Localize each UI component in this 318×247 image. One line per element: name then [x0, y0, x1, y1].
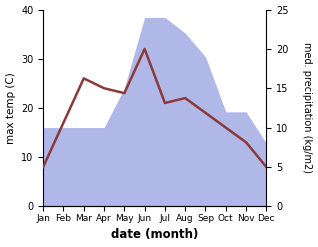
- Y-axis label: med. precipitation (kg/m2): med. precipitation (kg/m2): [302, 42, 313, 173]
- X-axis label: date (month): date (month): [111, 228, 198, 242]
- Y-axis label: max temp (C): max temp (C): [5, 72, 16, 144]
